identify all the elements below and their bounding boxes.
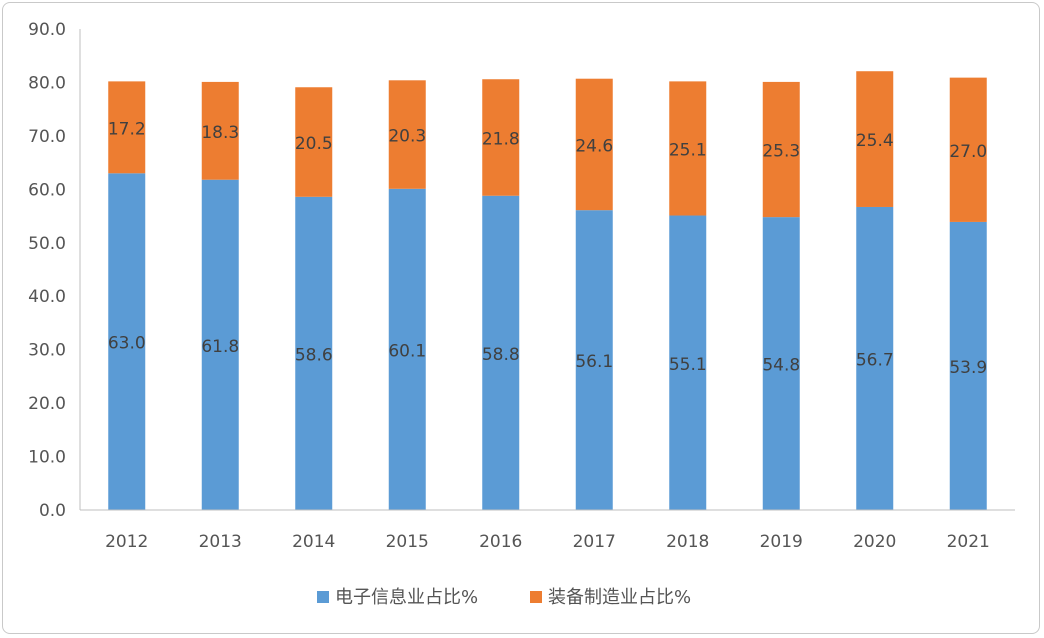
data-label: 21.8 — [482, 129, 520, 149]
bar-segment-2 — [949, 77, 987, 222]
data-label: 25.4 — [856, 131, 894, 151]
y-tick-label: 10.0 — [28, 448, 66, 468]
y-tick-label: 70.0 — [28, 127, 66, 147]
y-tick-label: 0.0 — [39, 501, 66, 521]
bar-segment-1 — [949, 221, 987, 510]
bar-segment-2 — [201, 81, 239, 180]
legend-label: 装备制造业占比% — [548, 587, 691, 608]
legend-swatch — [530, 591, 542, 603]
bars-group: 63.0 17.2 61.8 18.3 58.6 20.5 60.1 20.3 58.8 21.8… — [108, 71, 987, 511]
data-label: 27.0 — [949, 142, 987, 162]
x-tick-label: 2016 — [479, 532, 522, 552]
bar-segment-1 — [669, 215, 707, 510]
data-label: 24.6 — [575, 136, 613, 156]
legend-label: 电子信息业占比% — [335, 587, 478, 608]
bar-segment-2 — [762, 81, 800, 218]
y-tick-label: 80.0 — [28, 73, 66, 93]
data-label: 63.0 — [108, 334, 146, 354]
x-tick-label: 2021 — [947, 532, 990, 552]
bar-segment-1 — [762, 217, 800, 510]
y-axis: 0.0 10.0 20.0 30.0 40.0 50.0 60.0 70.0 80.0 90.0 — [28, 20, 81, 521]
data-label: 58.6 — [295, 345, 333, 365]
data-label: 58.8 — [482, 345, 520, 365]
bar-segment-1 — [201, 179, 239, 511]
x-axis: 2012 2013 2014 2015 2016 2017 2018 2019 2020 2021 — [80, 509, 1015, 552]
data-label: 60.1 — [388, 341, 426, 361]
bar-segment-1 — [108, 173, 146, 511]
bar-segment-2 — [108, 81, 146, 174]
data-label: 54.8 — [762, 356, 800, 376]
data-label: 61.8 — [201, 337, 239, 357]
bar-segment-2 — [295, 87, 333, 197]
data-label: 25.3 — [762, 142, 800, 162]
bar-segment-2 — [482, 79, 520, 196]
y-tick-label: 30.0 — [28, 341, 66, 361]
bar-segment-2 — [856, 71, 894, 207]
bar-segment-2 — [669, 81, 707, 216]
x-tick-label: 2013 — [199, 532, 242, 552]
bar-segment-1 — [482, 195, 520, 510]
data-label: 55.1 — [669, 355, 707, 375]
y-tick-label: 90.0 — [28, 20, 66, 40]
bar-segment-2 — [575, 78, 613, 211]
y-tick-label: 40.0 — [28, 287, 66, 307]
bar-segment-1 — [388, 188, 426, 510]
legend-swatch — [317, 591, 329, 603]
data-label: 25.1 — [669, 140, 707, 160]
data-label: 20.5 — [295, 134, 333, 154]
x-tick-label: 2020 — [853, 532, 896, 552]
bar-segment-2 — [388, 80, 426, 189]
data-label: 56.1 — [575, 352, 613, 372]
y-tick-label: 60.0 — [28, 180, 66, 200]
data-label: 53.9 — [949, 358, 987, 378]
data-label: 56.7 — [856, 350, 894, 370]
y-tick-label: 20.0 — [28, 394, 66, 414]
x-tick-label: 2012 — [105, 532, 148, 552]
data-label: 20.3 — [388, 127, 426, 147]
x-tick-label: 2015 — [386, 532, 429, 552]
x-tick-label: 2019 — [760, 532, 803, 552]
x-tick-label: 2014 — [292, 532, 335, 552]
x-tick-label: 2018 — [666, 532, 709, 552]
x-tick-label: 2017 — [573, 532, 616, 552]
bar-segment-1 — [575, 210, 613, 510]
bar-segment-1 — [295, 196, 333, 510]
y-tick-label: 50.0 — [28, 234, 66, 254]
data-label: 18.3 — [201, 123, 239, 143]
data-label: 17.2 — [108, 119, 146, 139]
bar-segment-1 — [856, 206, 894, 510]
legend: 电子信息业占比% 装备制造业占比% — [317, 587, 691, 608]
